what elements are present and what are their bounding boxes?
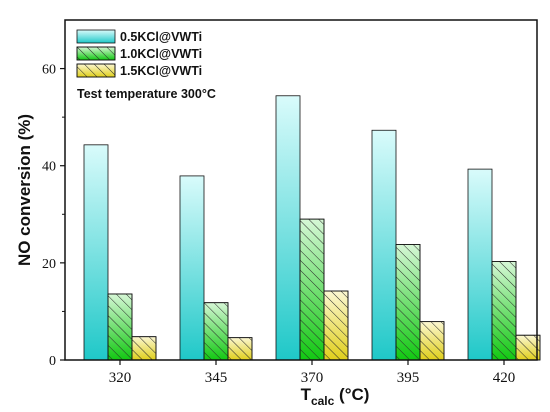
legend-hatch-series3	[76, 63, 116, 78]
bar-series1-395	[371, 129, 397, 361]
legend-label-series1: 0.5KCl@VWTi	[120, 30, 202, 44]
annotation-test-temperature: Test temperature 300°C	[77, 87, 216, 101]
y-axis: 0 20 40 60	[42, 63, 65, 369]
legend-hatch-series2	[76, 46, 116, 61]
x-tick-label-420: 420	[493, 370, 516, 386]
plot-frame	[64, 19, 538, 361]
bar-series1-370	[275, 95, 301, 361]
bar-hatch-series3-370	[323, 290, 349, 361]
x-axis: 320 345 370 395 420	[109, 360, 516, 386]
legend-swatch-series1	[76, 29, 116, 44]
bar-hatch-series3-395	[419, 321, 445, 361]
y-tick-label: 60	[42, 63, 56, 78]
legend: 0.5KCl@VWTi 1.0KCl@VWTi 1.5KCl@VWTi	[76, 29, 202, 78]
x-tick-label-320: 320	[109, 370, 132, 386]
x-axis-label: Tcalc (°C)	[301, 385, 370, 408]
y-tick-label: 40	[42, 160, 56, 175]
x-axis-label-sub: calc	[311, 394, 335, 408]
x-tick-label-345: 345	[205, 370, 228, 386]
bar-hatch-series3-345	[227, 337, 253, 361]
y-tick-label: 0	[49, 354, 56, 369]
bar-series1-320	[83, 144, 109, 361]
bar-hatch-series3-320	[131, 336, 157, 361]
bar-hatch-series2-395	[395, 243, 421, 361]
x-tick-label-395: 395	[397, 370, 420, 386]
x-axis-label-main: T	[301, 385, 312, 404]
x-tick-label-370: 370	[301, 370, 324, 386]
legend-label-series3: 1.5KCl@VWTi	[120, 64, 202, 78]
bar-hatch-series2-420	[491, 260, 517, 361]
y-tick-label: 20	[42, 257, 56, 272]
bar-hatch-series2-320	[107, 293, 133, 361]
bar-series1-345	[179, 175, 205, 361]
y-axis-label: NO conversion (%)	[15, 114, 34, 266]
bar-hatch-series2-345	[203, 302, 229, 361]
x-axis-label-unit: (°C)	[334, 385, 369, 404]
legend-label-series2: 1.0KCl@VWTi	[120, 47, 202, 61]
bar-hatch-series2-370	[299, 218, 325, 361]
bars-group	[83, 95, 541, 361]
bar-series1-420	[467, 168, 493, 361]
